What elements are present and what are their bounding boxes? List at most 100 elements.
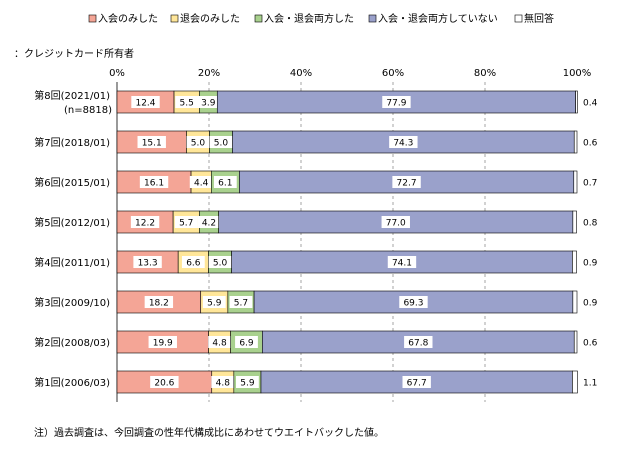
data-label: 6.9 bbox=[239, 339, 254, 349]
category-sublabel: (n=8818) bbox=[64, 105, 112, 116]
data-label: 77.9 bbox=[386, 99, 406, 109]
data-label: 4.8 bbox=[212, 339, 227, 349]
data-label-bg bbox=[236, 376, 259, 388]
x-tick-label: 100% bbox=[563, 68, 592, 79]
data-label-bg bbox=[392, 176, 421, 188]
data-label: 4.4 bbox=[194, 179, 209, 189]
legend-label: 無回答 bbox=[524, 12, 554, 25]
data-label-bg bbox=[196, 96, 220, 108]
category-label: 第6回(2015/01) bbox=[34, 176, 110, 189]
data-label-bg bbox=[229, 296, 253, 308]
footnote: 注）過去調査は、今回調査の性年代構成比にあわせてウエイトバックした値。 bbox=[34, 426, 384, 439]
bar-segment bbox=[572, 370, 578, 394]
data-label-bg bbox=[174, 216, 198, 228]
data-label: 4.8 bbox=[216, 379, 231, 389]
legend: 入会のみした 退会のみした 入会・退会両方した 入会・退会両方していない 無回答 bbox=[88, 12, 554, 25]
data-label: 0.8 bbox=[583, 219, 598, 229]
data-label-bg bbox=[208, 336, 231, 348]
bar-segment bbox=[573, 170, 578, 194]
legend-swatch bbox=[368, 14, 377, 23]
data-label-bg bbox=[139, 176, 169, 188]
data-label: 0.7 bbox=[583, 179, 597, 189]
data-label: 12.4 bbox=[135, 99, 155, 109]
data-label: 18.2 bbox=[149, 299, 169, 309]
chart-subtitle: ：クレジットカード所有者 bbox=[14, 47, 134, 60]
data-label: 5.7 bbox=[234, 299, 248, 309]
data-label-bg bbox=[197, 216, 221, 228]
data-label: 74.1 bbox=[392, 259, 412, 269]
bar-segment bbox=[572, 210, 577, 234]
category-label: 第4回(2011/01) bbox=[34, 256, 110, 269]
bar-segment bbox=[573, 130, 578, 154]
data-label-bg bbox=[389, 136, 418, 148]
x-tick-label: 20% bbox=[198, 68, 220, 79]
data-label: 12.2 bbox=[135, 219, 155, 229]
data-label-bg bbox=[144, 296, 174, 308]
data-label: 74.3 bbox=[393, 139, 413, 149]
legend-label: 入会・退会両方していない bbox=[378, 12, 498, 25]
data-label: 15.1 bbox=[142, 139, 162, 149]
category-label: 第5回(2012/01) bbox=[34, 216, 110, 229]
data-label: 3.9 bbox=[201, 99, 216, 109]
x-tick-label: 60% bbox=[382, 68, 404, 79]
data-label-bg bbox=[404, 336, 433, 348]
data-label: 5.5 bbox=[180, 99, 194, 109]
data-label: 5.0 bbox=[213, 259, 228, 269]
data-label-bg bbox=[150, 376, 179, 388]
data-label: 16.1 bbox=[144, 179, 164, 189]
legend-label: 入会・退会両方した bbox=[264, 12, 354, 25]
data-label-bg bbox=[131, 96, 160, 108]
data-label-bg bbox=[209, 136, 233, 148]
data-label-bg bbox=[381, 216, 410, 228]
legend-label: 退会のみした bbox=[180, 12, 240, 25]
data-label-bg bbox=[202, 296, 226, 308]
data-label: 0.6 bbox=[583, 339, 598, 349]
bar-segment bbox=[573, 330, 578, 354]
data-label-bg bbox=[399, 296, 428, 308]
data-label: 5.7 bbox=[179, 219, 193, 229]
data-label-bg bbox=[148, 336, 177, 348]
data-label: 6.1 bbox=[218, 179, 232, 189]
data-label: 0.4 bbox=[583, 99, 598, 109]
data-label: 72.7 bbox=[397, 179, 417, 189]
category-label: 第3回(2009/10) bbox=[34, 296, 110, 309]
category-labels: 第8回(2021/01) (n=8818) 第7回(2018/01) 第6回(2015… bbox=[34, 89, 112, 389]
data-label: 5.0 bbox=[191, 139, 206, 149]
category-label: 第1回(2006/03) bbox=[34, 376, 110, 389]
x-tick-label: 0% bbox=[109, 68, 125, 79]
data-label-bg bbox=[186, 136, 210, 148]
data-label-bg bbox=[387, 256, 417, 268]
legend-swatch bbox=[170, 14, 179, 23]
bar-segment bbox=[572, 290, 578, 314]
data-label: 0.9 bbox=[583, 299, 598, 309]
data-label-bg bbox=[213, 176, 237, 188]
data-label-bg bbox=[181, 256, 205, 268]
data-label-bg bbox=[382, 96, 411, 108]
data-label-bg bbox=[130, 216, 160, 228]
data-label-bg bbox=[133, 256, 162, 268]
data-label-bg bbox=[235, 336, 258, 348]
data-label: 20.6 bbox=[154, 379, 174, 389]
category-label: 第7回(2018/01) bbox=[34, 136, 110, 149]
data-label-bg bbox=[137, 136, 166, 148]
x-tick-label: 40% bbox=[290, 68, 312, 79]
data-label: 13.3 bbox=[138, 259, 158, 269]
bar-segment bbox=[575, 90, 578, 114]
bar-segment bbox=[572, 250, 577, 274]
data-label-bg bbox=[175, 96, 199, 108]
data-label-bg bbox=[211, 376, 235, 388]
bars: 12.4 5.5 3.9 77.9 0.4 15.1 5.0 5.0 74.3 0.6 16.1 4.… bbox=[116, 90, 598, 394]
data-label: 6.6 bbox=[186, 259, 201, 269]
data-label: 67.7 bbox=[407, 379, 427, 389]
x-tick-label: 80% bbox=[474, 68, 496, 79]
data-label: 67.8 bbox=[408, 339, 428, 349]
legend-swatch bbox=[88, 14, 97, 23]
data-label-bg bbox=[189, 176, 213, 188]
data-label: 5.9 bbox=[240, 379, 255, 389]
data-label: 5.9 bbox=[207, 299, 222, 309]
data-label: 5.0 bbox=[214, 139, 229, 149]
legend-label: 入会のみした bbox=[98, 12, 158, 25]
data-label-bg bbox=[208, 256, 232, 268]
legend-swatch bbox=[514, 14, 523, 23]
